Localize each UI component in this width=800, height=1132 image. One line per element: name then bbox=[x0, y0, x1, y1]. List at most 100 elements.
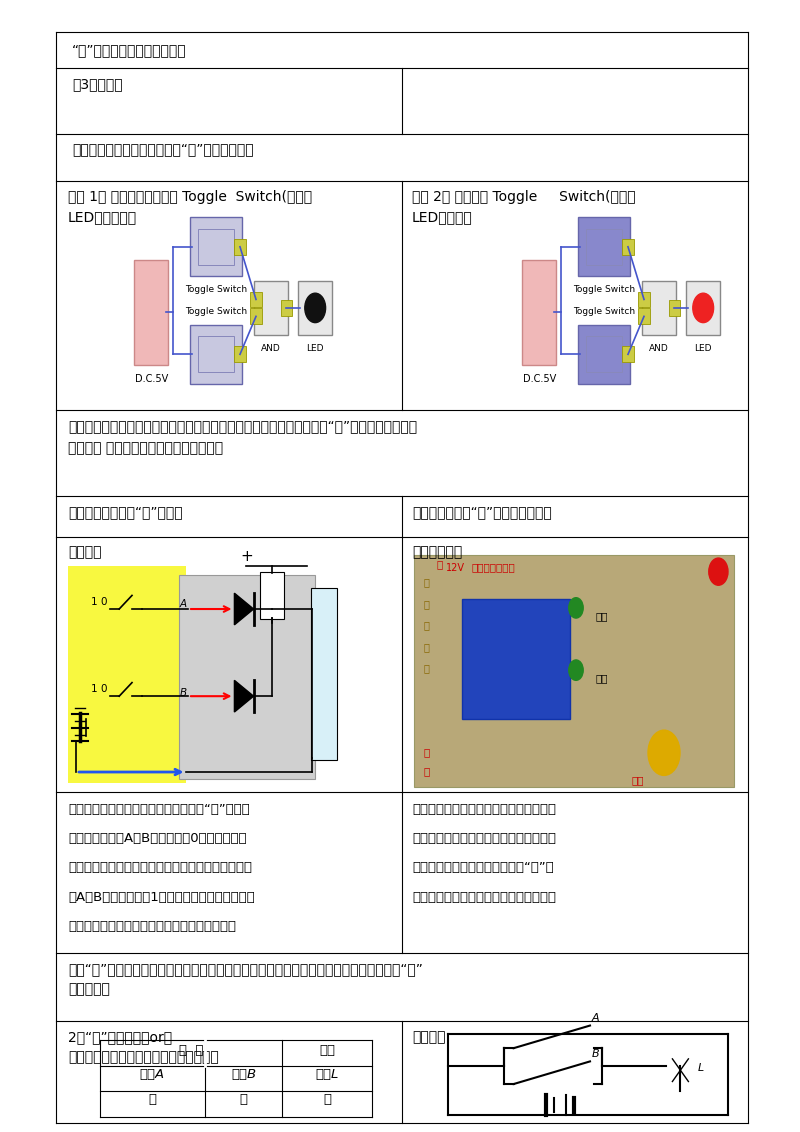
Text: +: + bbox=[240, 549, 253, 564]
FancyBboxPatch shape bbox=[190, 325, 242, 384]
Text: Toggle Switch: Toggle Switch bbox=[185, 307, 247, 316]
FancyBboxPatch shape bbox=[190, 217, 242, 276]
Text: 用: 用 bbox=[321, 660, 327, 669]
Text: B: B bbox=[180, 688, 187, 697]
Text: 分析左边电路图虚线框内电路特点，即“与”门电路: 分析左边电路图虚线框内电路特点，即“与”门电路 bbox=[68, 803, 250, 815]
Text: D.C.5V: D.C.5V bbox=[134, 374, 168, 384]
Text: 区: 区 bbox=[424, 663, 430, 674]
Text: 断: 断 bbox=[148, 1094, 156, 1106]
Text: 的内部结构，当A或B接低电位（0）时，其中一: 的内部结构，当A或B接低电位（0）时，其中一 bbox=[68, 832, 246, 844]
Text: 器: 器 bbox=[321, 701, 327, 710]
Text: 性: 性 bbox=[424, 599, 430, 609]
FancyBboxPatch shape bbox=[638, 308, 650, 324]
FancyBboxPatch shape bbox=[250, 292, 262, 308]
Text: Toggle Switch: Toggle Switch bbox=[185, 285, 247, 294]
FancyBboxPatch shape bbox=[311, 588, 337, 760]
Text: 止，用电器两端获得电压，用电器能正常工作。: 止，用电器两端获得电压，用电器能正常工作。 bbox=[68, 920, 236, 933]
Text: 条  件: 条 件 bbox=[179, 1044, 203, 1056]
Circle shape bbox=[666, 1049, 694, 1090]
Text: 作情况，学生能够通过实验感知“与”门: 作情况，学生能够通过实验感知“与”门 bbox=[412, 861, 554, 874]
Text: 灯泡L: 灯泡L bbox=[315, 1067, 339, 1081]
Text: 引：能否还用电脑积件来演示“与”门的逻辑关系: 引：能否还用电脑积件来演示“与”门的逻辑关系 bbox=[72, 143, 254, 156]
Text: AND: AND bbox=[650, 344, 669, 353]
FancyBboxPatch shape bbox=[414, 555, 734, 787]
Text: 磁: 磁 bbox=[424, 577, 430, 588]
Text: （3）符号：: （3）符号： bbox=[72, 77, 122, 91]
Text: A: A bbox=[592, 1013, 599, 1023]
FancyBboxPatch shape bbox=[638, 292, 650, 308]
Text: 12V: 12V bbox=[446, 563, 466, 573]
Text: 开关B: 开关B bbox=[231, 1067, 256, 1081]
Text: 利用实验图进行实际操作，教师演示灯泡: 利用实验图进行实际操作，教师演示灯泡 bbox=[412, 803, 556, 815]
FancyBboxPatch shape bbox=[254, 281, 288, 335]
Text: 息: 息 bbox=[323, 1094, 331, 1106]
Text: 个二极管导通，用电器两端没有电压，不工作；只有: 个二极管导通，用电器两端没有电压，不工作；只有 bbox=[68, 861, 252, 874]
Text: LED: LED bbox=[306, 344, 324, 353]
FancyBboxPatch shape bbox=[586, 229, 622, 265]
Text: 吸: 吸 bbox=[424, 620, 430, 631]
Text: 结果: 结果 bbox=[319, 1044, 335, 1056]
Text: 嘔叭: 嘔叭 bbox=[596, 674, 609, 684]
FancyBboxPatch shape bbox=[298, 281, 332, 335]
Text: Y: Y bbox=[312, 593, 318, 602]
Text: 2、“或”逻辑电路（or）: 2、“或”逻辑电路（or） bbox=[68, 1030, 172, 1044]
Text: 演示 2： 按下两个 Toggle     Switch(键），: 演示 2： 按下两个 Toggle Switch(键）， bbox=[412, 190, 636, 204]
FancyBboxPatch shape bbox=[260, 572, 284, 619]
Text: Toggle Switch: Toggle Switch bbox=[573, 307, 635, 316]
Text: 地: 地 bbox=[424, 766, 430, 777]
FancyBboxPatch shape bbox=[586, 336, 622, 372]
Text: 当A和B都接高电位（1）时，两个二极管都处于截: 当A和B都接高电位（1）时，两个二极管都处于截 bbox=[68, 891, 254, 903]
Text: 怀疑吗？ 下面我们来看真实的演示实验：: 怀疑吗？ 下面我们来看真实的演示实验： bbox=[68, 441, 223, 455]
Text: 的亮、暗过程，学生演示嘔叭、风扇的工: 的亮、暗过程，学生演示嘔叭、风扇的工 bbox=[412, 832, 556, 844]
Text: R: R bbox=[269, 589, 275, 598]
Text: 1: 1 bbox=[91, 598, 98, 607]
Text: 电路图：: 电路图： bbox=[412, 1030, 446, 1044]
Text: 逻辑电路。: 逻辑电路。 bbox=[68, 983, 110, 996]
Text: 附: 附 bbox=[424, 642, 430, 652]
Text: 实验装置图：: 实验装置图： bbox=[412, 546, 462, 559]
Text: LED（灯）不亮: LED（灯）不亮 bbox=[68, 211, 137, 224]
Circle shape bbox=[569, 598, 583, 618]
Text: 这样的演示对于简单电路我们都认为是可信的，但对于我们刚刚认识的“与”门电路你们不觉得: 这样的演示对于简单电路我们都认为是可信的，但对于我们刚刚认识的“与”门电路你们不… bbox=[68, 419, 417, 432]
Text: 让学生真正了解“与”门电路的内部。: 让学生真正了解“与”门电路的内部。 bbox=[412, 505, 552, 518]
FancyBboxPatch shape bbox=[578, 325, 630, 384]
Circle shape bbox=[693, 293, 714, 323]
Polygon shape bbox=[234, 680, 254, 712]
Text: Toggle Switch: Toggle Switch bbox=[573, 285, 635, 294]
FancyBboxPatch shape bbox=[179, 575, 315, 779]
FancyBboxPatch shape bbox=[234, 239, 246, 255]
Polygon shape bbox=[234, 593, 254, 625]
Text: 演示：晶体二极管“与”门电路: 演示：晶体二极管“与”门电路 bbox=[68, 505, 182, 518]
FancyBboxPatch shape bbox=[622, 346, 634, 362]
FancyBboxPatch shape bbox=[68, 566, 186, 783]
FancyBboxPatch shape bbox=[578, 217, 630, 276]
FancyBboxPatch shape bbox=[281, 300, 292, 316]
Circle shape bbox=[305, 293, 326, 323]
Text: 简单讲解教材演示实验，得出实验现象：: 简单讲解教材演示实验，得出实验现象： bbox=[68, 1050, 218, 1064]
FancyBboxPatch shape bbox=[250, 308, 262, 324]
Text: 电路图：: 电路图： bbox=[68, 546, 102, 559]
Text: 0: 0 bbox=[101, 685, 107, 694]
Text: 引：“与”门电路的逻辑关系清楚了，实际应用也体会了，运用刚才的思路我们继续来学习“或”: 引：“与”门电路的逻辑关系清楚了，实际应用也体会了，运用刚才的思路我们继续来学习… bbox=[68, 962, 423, 976]
FancyBboxPatch shape bbox=[522, 260, 556, 365]
FancyBboxPatch shape bbox=[642, 281, 676, 335]
Text: 电: 电 bbox=[321, 680, 327, 689]
Text: 1: 1 bbox=[91, 685, 98, 694]
FancyBboxPatch shape bbox=[669, 300, 680, 316]
FancyBboxPatch shape bbox=[198, 336, 234, 372]
Circle shape bbox=[569, 660, 583, 680]
FancyBboxPatch shape bbox=[686, 281, 720, 335]
Text: 灯泡: 灯泡 bbox=[632, 775, 645, 786]
Text: 演示 1： 按下其中任意一个 Toggle  Switch(键），: 演示 1： 按下其中任意一个 Toggle Switch(键）， bbox=[68, 190, 312, 204]
Text: 简单的逻辑电路: 简单的逻辑电路 bbox=[472, 563, 516, 573]
Text: A: A bbox=[180, 600, 187, 609]
Text: B     &: B & bbox=[500, 634, 532, 644]
FancyBboxPatch shape bbox=[462, 599, 570, 719]
Text: AND: AND bbox=[262, 344, 281, 353]
Text: 风扇: 风扇 bbox=[596, 611, 609, 621]
Circle shape bbox=[648, 730, 680, 775]
Text: 断: 断 bbox=[239, 1094, 247, 1106]
Text: 低: 低 bbox=[424, 747, 430, 757]
FancyBboxPatch shape bbox=[622, 239, 634, 255]
FancyBboxPatch shape bbox=[234, 346, 246, 362]
